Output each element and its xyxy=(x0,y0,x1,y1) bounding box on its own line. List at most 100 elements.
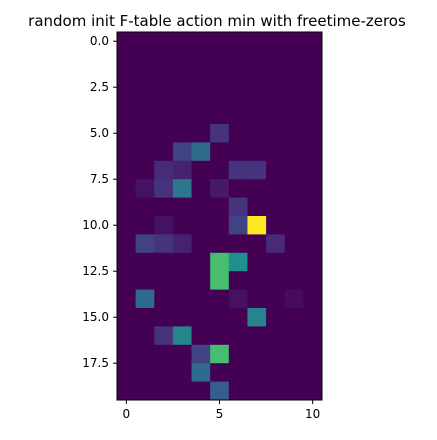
heatmap-cell xyxy=(154,105,174,125)
chart-title: random init F-table action min with free… xyxy=(28,12,406,30)
heatmap-cell xyxy=(284,308,304,327)
heatmap-cell xyxy=(117,271,137,290)
heatmap-cell xyxy=(284,32,304,51)
x-tick-label: 0 xyxy=(122,407,130,421)
heatmap-cell xyxy=(191,142,211,162)
heatmap-cell xyxy=(247,252,267,272)
heatmap-cell xyxy=(210,179,230,198)
heatmap-cell xyxy=(247,32,267,51)
heatmap-cell xyxy=(172,344,192,364)
heatmap-cell xyxy=(228,252,248,272)
heatmap-cell xyxy=(284,87,304,106)
heatmap-cell xyxy=(266,179,286,198)
heatmap-cell xyxy=(154,289,174,309)
heatmap-cell xyxy=(228,179,248,198)
heatmap-cell xyxy=(247,326,267,346)
x-tick-label: 10 xyxy=(305,407,320,421)
heatmap-cell xyxy=(284,381,304,401)
heatmap-cell xyxy=(303,271,323,290)
heatmap-cell xyxy=(228,363,248,382)
heatmap-cell xyxy=(172,326,192,346)
heatmap-cell xyxy=(191,271,211,290)
heatmap-cell xyxy=(154,124,174,143)
heatmap-cell xyxy=(210,308,230,327)
heatmap-cell xyxy=(210,142,230,162)
heatmap-cell xyxy=(135,363,155,382)
y-tick-label: 17.5 xyxy=(82,356,109,370)
heatmap-cell xyxy=(191,197,211,217)
heatmap-cell xyxy=(247,363,267,382)
heatmap-cell xyxy=(135,87,155,106)
heatmap-cell xyxy=(247,142,267,162)
heatmap-cell xyxy=(247,216,267,235)
heatmap-cell xyxy=(266,271,286,290)
heatmap-cell xyxy=(172,289,192,309)
heatmap-cell xyxy=(247,381,267,401)
heatmap-cell xyxy=(172,363,192,382)
heatmap-cell xyxy=(266,344,286,364)
heatmap-cell xyxy=(191,124,211,143)
heatmap-cell xyxy=(154,32,174,51)
heatmap-cell xyxy=(154,252,174,272)
heatmap-cell xyxy=(266,252,286,272)
heatmap-cell xyxy=(191,289,211,309)
heatmap-cell xyxy=(228,87,248,106)
heatmap-cell xyxy=(117,50,137,70)
heatmap-cell xyxy=(247,124,267,143)
heatmap-cell xyxy=(228,234,248,254)
heatmap-cell xyxy=(210,160,230,180)
heatmap-cell xyxy=(191,50,211,70)
heatmap-cell xyxy=(191,160,211,180)
heatmap-cell xyxy=(210,105,230,125)
heatmap-cell xyxy=(266,308,286,327)
heatmap-cell xyxy=(210,326,230,346)
heatmap-cell xyxy=(228,289,248,309)
heatmap-cell xyxy=(154,179,174,198)
heatmap-cell xyxy=(191,105,211,125)
heatmap-cell xyxy=(210,50,230,70)
heatmap-cell xyxy=(210,197,230,217)
heatmap-cell xyxy=(266,160,286,180)
heatmap-cell xyxy=(266,50,286,70)
heatmap-cell xyxy=(303,381,323,401)
heatmap-cell xyxy=(303,68,323,88)
heatmap-cell xyxy=(266,87,286,106)
heatmap-cell xyxy=(135,308,155,327)
heatmap-cell xyxy=(228,216,248,235)
heatmap-cell xyxy=(117,252,137,272)
heatmap-cell xyxy=(172,271,192,290)
heatmap-cell xyxy=(266,32,286,51)
heatmap-cell xyxy=(191,179,211,198)
heatmap-cell xyxy=(284,271,304,290)
heatmap-cell xyxy=(135,234,155,254)
heatmap-cell xyxy=(247,160,267,180)
heatmap-cell xyxy=(228,32,248,51)
heatmap-cell xyxy=(284,50,304,70)
heatmap-cell xyxy=(154,142,174,162)
heatmap-cell xyxy=(154,308,174,327)
heatmap-cell xyxy=(210,68,230,88)
heatmap-cell xyxy=(117,344,137,364)
heatmap-cell xyxy=(247,308,267,327)
heatmap-cell xyxy=(135,289,155,309)
heatmap-cell xyxy=(117,197,137,217)
heatmap-cell xyxy=(247,289,267,309)
heatmap-cell xyxy=(266,289,286,309)
heatmap-cell xyxy=(210,32,230,51)
heatmap-cell xyxy=(154,326,174,346)
heatmap-cell xyxy=(154,50,174,70)
heatmap-cell xyxy=(154,381,174,401)
x-tick-label: 5 xyxy=(216,407,224,421)
heatmap-cell xyxy=(303,160,323,180)
heatmap-cell xyxy=(284,179,304,198)
heatmap-cell xyxy=(117,105,137,125)
heatmap-cells xyxy=(117,32,323,401)
heatmap-cell xyxy=(172,216,192,235)
heatmap-cell xyxy=(117,124,137,143)
heatmap-cell xyxy=(191,381,211,401)
heatmap-cell xyxy=(191,216,211,235)
heatmap-cell xyxy=(172,87,192,106)
heatmap-cell xyxy=(172,32,192,51)
heatmap-cell xyxy=(154,68,174,88)
